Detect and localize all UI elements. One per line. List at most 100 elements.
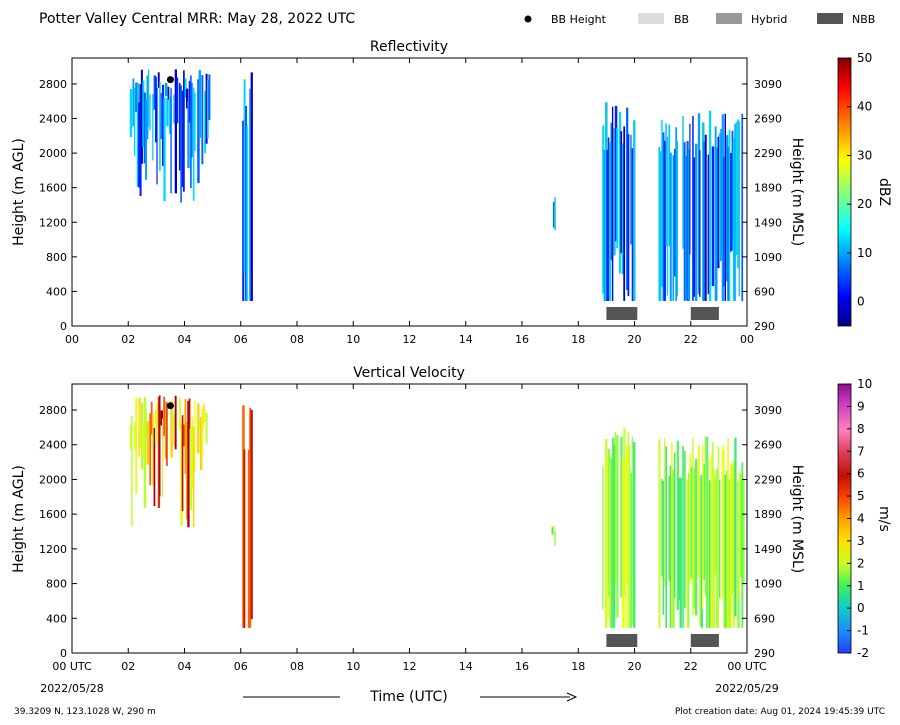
reflectivity-echo-column <box>192 87 195 201</box>
velocity-y-tick-label: 0 <box>60 647 67 660</box>
reflectivity-echo-column <box>714 126 717 301</box>
reflectivity-echo-column <box>613 128 616 256</box>
reflectivity-x-tick-label: 02 <box>121 333 135 346</box>
reflectivity-echo-column <box>687 148 691 301</box>
velocity-x-tick-label: 00 UTC <box>52 660 92 673</box>
reflectivity-echo-column <box>187 101 190 169</box>
velocity-x-tick-label: 04 <box>178 660 192 673</box>
reflectivity-echo-column <box>157 72 160 88</box>
vertical-velocity-echo-column <box>602 466 604 610</box>
vertical-velocity-echo-column <box>166 402 168 466</box>
vertical-velocity-echo-column <box>149 413 152 486</box>
vertical-velocity-echo-column <box>146 421 149 465</box>
vertical-velocity-echo-column <box>633 442 636 628</box>
vertical-velocity-echo-column <box>194 400 196 473</box>
reflectivity-echo-column <box>191 82 193 158</box>
reflectivity-y-tick-label: 2400 <box>39 113 67 126</box>
legend-nbb-label: NBB <box>852 13 875 26</box>
vertical-velocity-echo-column <box>695 459 698 616</box>
vertical-velocity-echo-column <box>711 442 714 628</box>
velocity-x-tick-label: 20 <box>628 660 642 673</box>
reflectivity-echo-column <box>147 69 150 127</box>
reflectivity-y-tick-label: 1200 <box>39 216 67 229</box>
vertical-velocity-echo-column <box>202 403 205 430</box>
vertical-velocity-echo-column <box>191 416 194 489</box>
vertical-velocity-echo-column <box>242 405 245 628</box>
velocity-colorbar-tick-label: 8 <box>857 422 865 436</box>
legend-bb-height-marker <box>524 15 532 23</box>
reflectivity-echo-column <box>718 132 721 262</box>
velocity-x-tick-label: 16 <box>515 660 529 673</box>
reflectivity-x-tick-label: 06 <box>234 333 248 346</box>
vertical-velocity-echo-column <box>612 437 615 628</box>
reflectivity-echo-column <box>621 143 624 275</box>
reflectivity-echo-column <box>676 141 678 297</box>
vertical-velocity-echo-column <box>665 446 667 628</box>
velocity-colorbar-tick-label: 2 <box>857 556 865 570</box>
vertical-velocity-echo-column <box>173 414 176 447</box>
reflectivity-echo-column <box>704 134 707 301</box>
vertical-velocity-echo-column <box>732 460 736 628</box>
vertical-velocity-echo-column <box>679 477 682 628</box>
reflectivity-echo-column <box>683 142 686 301</box>
reflectivity-colorbar-ticks: 0 10 20 30 40 50 <box>847 51 872 309</box>
vertical-velocity-echo-column <box>741 462 744 628</box>
reflectivity-echo-column <box>731 130 734 251</box>
reflectivity-y2-tick-label: 690 <box>754 285 775 298</box>
reflectivity-x-tick-label: 16 <box>515 333 529 346</box>
vertical-velocity-echo-column <box>664 438 666 587</box>
reflectivity-panel: Reflectivity 00 02 04 06 08 10 12 14 16 18 20 22 000… <box>11 39 892 346</box>
reflectivity-y2-tick-label: 2290 <box>754 147 782 160</box>
reflectivity-echo-column <box>734 123 736 301</box>
reflectivity-y2-tick-label: 1890 <box>754 182 782 195</box>
vertical-velocity-echo-column <box>683 450 686 609</box>
velocity-y2-tick-label: 2290 <box>754 473 782 486</box>
reflectivity-echo-column <box>155 76 157 143</box>
velocity-ylabel: Height (m AGL) <box>11 465 27 573</box>
reflectivity-colorbar-label: dBZ <box>876 178 892 206</box>
reflectivity-echo-column <box>176 77 179 124</box>
reflectivity-echo-column <box>741 113 744 301</box>
velocity-y-tick-label: 1200 <box>39 543 67 556</box>
plot-creation-date: Plot creation date: Aug 01, 2024 19:45:3… <box>675 707 885 717</box>
vertical-velocity-echo-column <box>700 475 703 628</box>
vertical-velocity-echo-column <box>678 478 681 601</box>
reflectivity-echo-column <box>737 119 739 269</box>
vertical-velocity-echo-column <box>668 476 671 581</box>
reflectivity-echo-column <box>717 136 720 269</box>
velocity-y2-tick-label: 690 <box>754 612 775 625</box>
reflectivity-echo-column <box>658 147 660 301</box>
vertical-velocity-echo-column <box>184 399 187 475</box>
reflectivity-title: Reflectivity <box>370 39 448 55</box>
reflectivity-echo-column <box>174 69 177 194</box>
reflectivity-y2label: Height (m MSL) <box>789 138 805 247</box>
vertical-velocity-echo-column <box>160 410 163 426</box>
time-arrow-head <box>566 692 578 702</box>
reflectivity-echo-column <box>659 151 662 301</box>
velocity-colorbar-label: m/s <box>876 506 892 532</box>
legend-bb-swatch <box>638 13 664 24</box>
reflectivity-echo-column <box>620 131 623 254</box>
vertical-velocity-echo-column <box>689 454 692 584</box>
vertical-velocity-echo-column <box>609 466 611 628</box>
vertical-velocity-echo-column <box>133 422 137 450</box>
vertical-velocity-echo-column <box>142 425 145 458</box>
reflectivity-y2-tick-label: 3090 <box>754 78 782 91</box>
reflectivity-echo-column <box>665 123 667 247</box>
velocity-colorbar-tick-label: 7 <box>857 444 865 458</box>
reflectivity-echo-column <box>153 75 156 110</box>
reflectivity-bb-height-point <box>166 76 174 84</box>
reflectivity-echo-column <box>675 127 677 301</box>
vertical-velocity-echo-column <box>250 409 253 620</box>
reflectivity-echo-column <box>181 90 183 188</box>
reflectivity-x-tick-label: 08 <box>290 333 304 346</box>
vertical-velocity-echo-column <box>180 422 183 527</box>
velocity-y2-tick-label: 3090 <box>754 404 782 417</box>
vertical-velocity-echo-column <box>702 444 704 610</box>
velocity-colorbar-ticks: -2 -1 0 1 2 3 4 5 6 7 8 9 10 <box>847 377 872 660</box>
velocity-y-tick-label: 1600 <box>39 508 67 521</box>
reflectivity-echo-column <box>612 106 614 301</box>
reflectivity-x-tick-label: 04 <box>178 333 192 346</box>
velocity-x-tick-label: 02 <box>121 660 135 673</box>
